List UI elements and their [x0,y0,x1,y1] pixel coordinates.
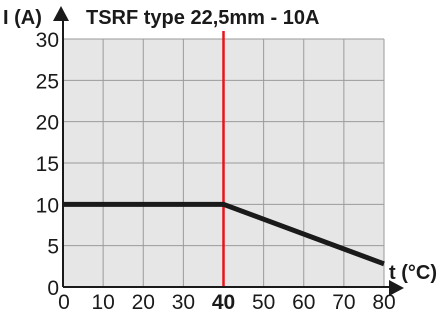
x-tick-label: 0 [58,291,70,314]
x-tick-label: 50 [252,291,275,314]
x-tick-label: 20 [132,291,155,314]
x-tick-label: 40 [212,291,235,314]
y-tick-label: 30 [36,29,59,52]
y-tick-label: 10 [36,194,59,217]
x-tick-label: 80 [372,291,395,314]
x-axis-label: t (°C) [389,262,437,284]
y-axis-label: I (A) [3,7,42,29]
x-tick-label: 70 [332,291,355,314]
y-axis-arrow-icon [53,6,69,21]
series-line [63,201,385,267]
y-tick-label: 20 [36,112,59,135]
x-tick-label: 60 [292,291,315,314]
y-tick-label: 0 [47,277,59,300]
x-axis-arrow-icon [389,280,404,296]
series-group [63,201,385,267]
x-tick-label: 10 [91,291,114,314]
x-tick-label: 30 [172,291,195,314]
y-tick-label: 15 [36,153,59,176]
chart-title: TSRF type 22,5mm - 10A [86,7,319,29]
axes [62,21,390,288]
tick-labels: 0 5 10 15 20 25 30 0 10 20 30 40 50 60 70 80 [36,29,396,314]
y-tick-label: 25 [36,70,59,93]
y-tick-label: 5 [47,236,59,259]
